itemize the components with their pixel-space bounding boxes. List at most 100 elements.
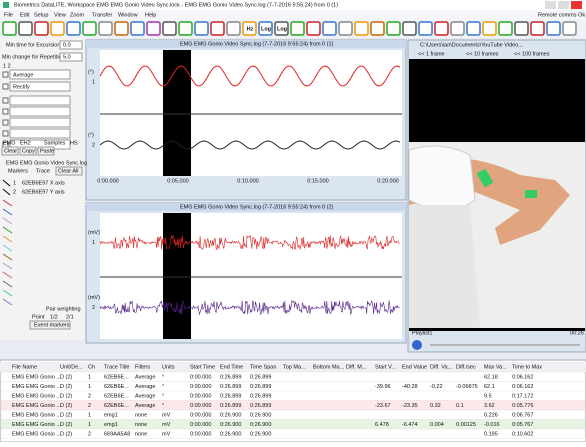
menu-item[interactable]: Transfer [92, 12, 112, 18]
radio[interactable]: Samples [44, 140, 66, 146]
button[interactable] [55, 166, 83, 176]
toolbar-button[interactable] [2, 21, 17, 36]
menu-item[interactable]: Window [118, 12, 138, 18]
button-label[interactable]: Copy [22, 148, 35, 154]
column-header[interactable]: File Name [12, 364, 37, 370]
toolbar-button[interactable] [18, 21, 33, 36]
menu-item[interactable]: View [54, 12, 66, 18]
window-control[interactable] [571, 1, 582, 9]
button-label[interactable]: Paste [40, 148, 54, 154]
column-header[interactable]: Ch [88, 364, 95, 370]
toolbar-button[interactable] [370, 21, 385, 36]
toolbar-button[interactable] [338, 21, 353, 36]
frame-step[interactable]: << 100 frames [514, 51, 550, 57]
toolbar-button[interactable] [34, 21, 49, 36]
toolbar-button[interactable] [242, 21, 257, 36]
toolbar-button[interactable] [546, 21, 561, 36]
toolbar-button[interactable] [130, 21, 145, 36]
column-header[interactable]: Start Time [190, 364, 215, 370]
input[interactable] [59, 40, 83, 50]
toolbar-button[interactable] [418, 21, 433, 36]
toolbar-button[interactable] [146, 21, 161, 36]
radio[interactable]: HS [70, 140, 78, 146]
table-row[interactable] [0, 428, 586, 439]
toolbar-button[interactable] [386, 21, 401, 36]
menu-item[interactable]: File [4, 12, 13, 18]
column-header[interactable]: Filters [135, 364, 150, 370]
toolbar-button[interactable] [402, 21, 417, 36]
checkbox[interactable] [2, 83, 9, 90]
checkbox[interactable] [2, 71, 9, 78]
dropdown-value[interactable]: Average [13, 72, 33, 78]
column-header[interactable]: Diff. Va... [430, 364, 453, 370]
toolbar-button[interactable] [450, 21, 465, 36]
button-label[interactable]: Clear All [58, 168, 78, 174]
window-control[interactable] [545, 1, 556, 9]
column-header[interactable]: Start V... [375, 364, 396, 370]
checkbox[interactable] [2, 97, 9, 104]
toolbar-button[interactable] [210, 21, 225, 36]
dropdown[interactable] [9, 128, 71, 139]
toolbar-button[interactable] [562, 21, 577, 36]
column-header[interactable]: Unit/De... [60, 364, 83, 370]
column-header[interactable]: End Value [402, 364, 427, 370]
toolbar-button[interactable] [226, 21, 241, 36]
toolbar-button[interactable] [114, 21, 129, 36]
column-header[interactable]: Trace Title [104, 364, 129, 370]
dropdown[interactable] [9, 81, 71, 92]
button-label[interactable]: Event markers [34, 322, 70, 328]
toolbar-button[interactable] [434, 21, 449, 36]
menu-item[interactable]: Setup [34, 12, 48, 18]
toolbar-button[interactable] [482, 21, 497, 36]
toolbar-button[interactable] [274, 21, 289, 36]
toolbar-button[interactable] [194, 21, 209, 36]
column-header[interactable]: Time Span [250, 364, 276, 370]
toolbar-button[interactable] [498, 21, 513, 36]
button[interactable] [37, 146, 55, 156]
button[interactable] [29, 320, 71, 330]
toolbar-button[interactable] [466, 21, 481, 36]
menu-item[interactable]: Zoom [70, 12, 84, 18]
dropdown[interactable] [9, 117, 71, 128]
checkbox[interactable] [2, 130, 9, 137]
tab[interactable]: EMG [3, 140, 16, 146]
button-label[interactable]: Clear [4, 148, 17, 154]
button[interactable] [19, 146, 37, 156]
toolbar-button[interactable] [290, 21, 305, 36]
frame-step[interactable]: << 10 frames [466, 51, 499, 57]
button[interactable] [1, 146, 19, 156]
toolbar-button[interactable] [50, 21, 65, 36]
dropdown[interactable] [9, 69, 71, 80]
column-header[interactable]: End Time [220, 364, 243, 370]
column-header[interactable]: Bottom Ma... [313, 364, 345, 370]
column-header[interactable]: Max Va... [484, 364, 507, 370]
toolbar-button[interactable] [162, 21, 177, 36]
menu-item[interactable]: Help [145, 12, 156, 18]
toolbar-button[interactable] [258, 21, 273, 36]
toolbar-button[interactable] [354, 21, 369, 36]
column-header[interactable]: Time to Max [512, 364, 542, 370]
input[interactable] [59, 52, 83, 62]
toolbar-button[interactable] [66, 21, 81, 36]
checkbox[interactable] [2, 108, 9, 115]
window-control[interactable] [558, 1, 569, 9]
toolbar-button[interactable] [178, 21, 193, 36]
toolbar-button[interactable] [82, 21, 97, 36]
column-header[interactable]: Top Ma... [283, 364, 306, 370]
column-header[interactable]: Diff. M... [346, 364, 367, 370]
dropdown[interactable] [9, 106, 71, 117]
tab[interactable]: EH2 [20, 140, 31, 146]
dropdown[interactable] [9, 95, 71, 106]
frame-step[interactable]: << 1 frame [418, 51, 445, 57]
play-button[interactable] [412, 340, 422, 350]
column-header[interactable]: Diff./sec [456, 364, 476, 370]
toolbar-button[interactable] [530, 21, 545, 36]
toolbar-button[interactable] [514, 21, 529, 36]
dropdown-value[interactable]: Rectify [13, 84, 30, 90]
menu-item[interactable]: Edit [20, 12, 30, 18]
checkbox[interactable] [2, 119, 9, 126]
toolbar-button[interactable] [306, 21, 321, 36]
toolbar-button[interactable] [98, 21, 113, 36]
toolbar-button[interactable] [322, 21, 337, 36]
column-header[interactable]: Units [162, 364, 175, 370]
